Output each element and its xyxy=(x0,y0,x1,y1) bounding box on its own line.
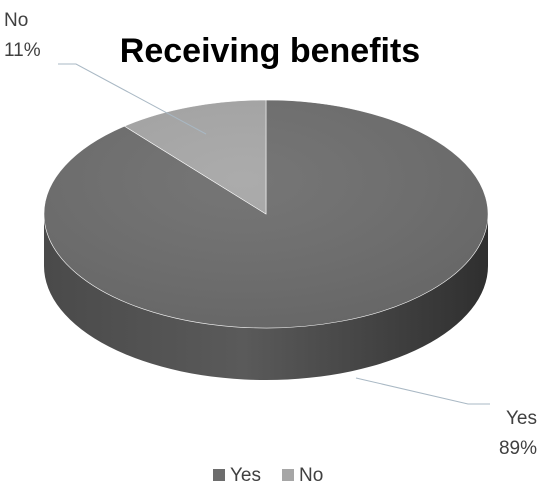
leader-line-yes xyxy=(355,377,490,405)
leader-line-no xyxy=(58,63,207,135)
chart-title: Receiving benefits xyxy=(120,32,420,70)
data-labels: Yes 89% No 11% xyxy=(4,10,537,459)
legend-item-yes: Yes xyxy=(213,465,261,486)
legend-label-no: No xyxy=(299,465,323,486)
data-label-category-no: No xyxy=(4,10,28,31)
legend-item-no: No xyxy=(282,465,323,486)
data-label-category-yes: Yes xyxy=(506,408,537,429)
legend-label-yes: Yes xyxy=(230,465,261,486)
legend-swatch-no xyxy=(282,469,294,481)
legend-swatch-yes xyxy=(213,469,225,481)
data-label-value-no: 11% xyxy=(4,40,41,61)
pie-group xyxy=(43,99,489,380)
legend: Yes No xyxy=(213,465,323,486)
pie-side-wall xyxy=(44,214,488,380)
data-label-value-yes: 89% xyxy=(499,438,537,459)
